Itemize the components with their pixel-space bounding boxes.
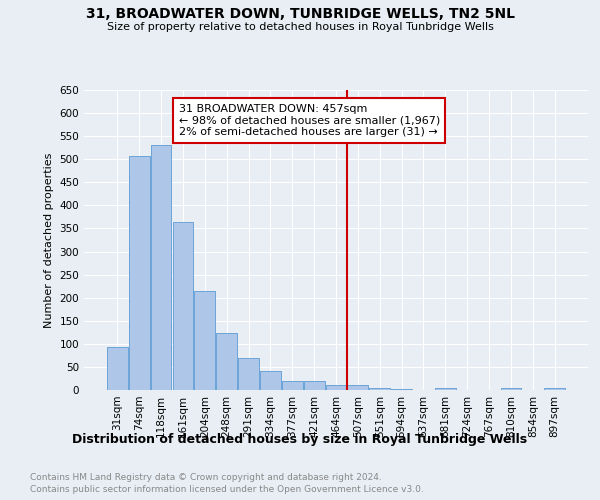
Bar: [129, 156, 149, 390]
Bar: [173, 222, 193, 390]
Text: Contains HM Land Registry data © Crown copyright and database right 2024.: Contains HM Land Registry data © Crown c…: [30, 472, 382, 482]
Bar: [500, 388, 521, 390]
Bar: [282, 381, 302, 390]
Text: 31, BROADWATER DOWN, TUNBRIDGE WELLS, TN2 5NL: 31, BROADWATER DOWN, TUNBRIDGE WELLS, TN…: [86, 8, 515, 22]
Bar: [194, 291, 215, 390]
Bar: [326, 385, 346, 390]
Bar: [544, 388, 565, 390]
Text: Distribution of detached houses by size in Royal Tunbridge Wells: Distribution of detached houses by size …: [73, 432, 527, 446]
Bar: [238, 358, 259, 390]
Bar: [304, 381, 325, 390]
Bar: [435, 388, 456, 390]
Bar: [151, 145, 172, 390]
Y-axis label: Number of detached properties: Number of detached properties: [44, 152, 54, 328]
Bar: [260, 371, 281, 390]
Text: Contains public sector information licensed under the Open Government Licence v3: Contains public sector information licen…: [30, 485, 424, 494]
Text: Size of property relative to detached houses in Royal Tunbridge Wells: Size of property relative to detached ho…: [107, 22, 493, 32]
Bar: [107, 347, 128, 390]
Bar: [347, 386, 368, 390]
Text: 31 BROADWATER DOWN: 457sqm
← 98% of detached houses are smaller (1,967)
2% of se: 31 BROADWATER DOWN: 457sqm ← 98% of deta…: [179, 104, 440, 137]
Bar: [370, 388, 390, 390]
Bar: [391, 388, 412, 390]
Bar: [216, 333, 237, 390]
